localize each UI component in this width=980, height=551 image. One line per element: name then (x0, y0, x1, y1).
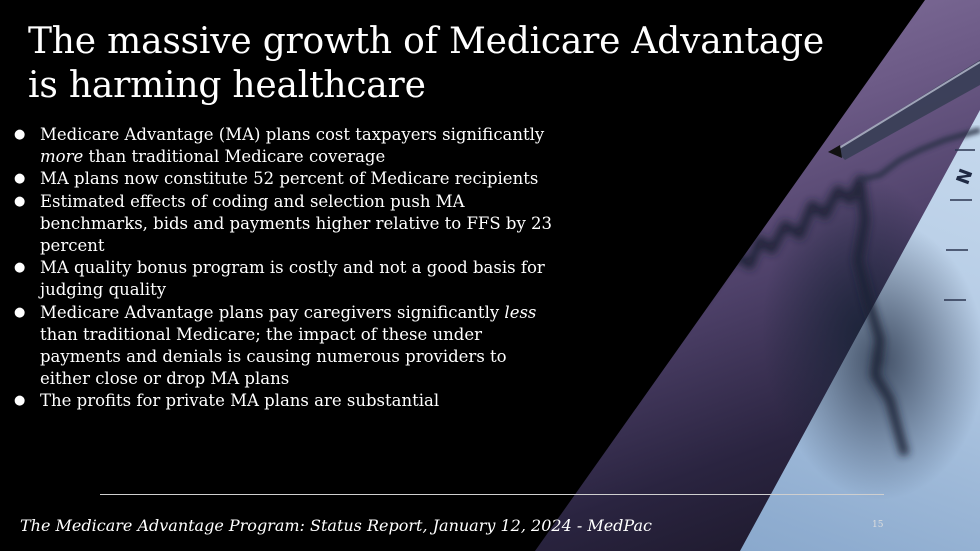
bullet-item: ● Estimated effects of coding and selecti… (12, 191, 560, 258)
bullet-item: ● MA quality bonus program is costly and … (12, 257, 560, 301)
bullet-item: ● Medicare Advantage plans pay caregivers… (12, 302, 560, 391)
bullet-item: ● The profits for private MA plans are su… (12, 390, 560, 412)
bullet-item: ● MA plans now constitute 52 percent of M… (12, 168, 560, 190)
bullet-text: than traditional Medicare; the impact of… (40, 324, 507, 389)
bullet-text: Medicare Advantage plans pay caregivers … (40, 302, 505, 322)
bullet-text: MA quality bonus program is costly and n… (40, 258, 545, 300)
page-number: 15 (872, 520, 884, 530)
bullet-text: than traditional Medicare coverage (83, 147, 386, 167)
footer-divider (100, 494, 884, 495)
bullet-text: MA plans now constitute 52 percent of Me… (40, 169, 539, 189)
slide-title: The massive growth of Medicare Advantage… (28, 21, 824, 106)
bullet-text: Medicare Advantage (MA) plans cost taxpa… (40, 125, 545, 144)
bullet-text: The profits for private MA plans are sub… (40, 391, 440, 411)
bullet-dot-icon: ● (14, 127, 26, 142)
bullet-dot-icon: ● (14, 304, 26, 320)
bullet-emphasis: less (504, 302, 537, 322)
bullet-dot-icon: ● (14, 171, 26, 187)
bullet-text: Estimated effects of coding and selectio… (40, 191, 553, 256)
bullet-emphasis: more (40, 147, 84, 167)
bullet-dot-icon: ● (14, 260, 26, 276)
bullet-item: ● Medicare Advantage (MA) plans cost taxp… (12, 124, 560, 168)
bullet-list: ● Medicare Advantage (MA) plans cost taxp… (12, 124, 560, 413)
bullet-dot-icon: ● (14, 193, 26, 209)
bullet-dot-icon: ● (14, 393, 26, 409)
chart-axis-label: N (953, 166, 978, 187)
footer-citation: The Medicare Advantage Program: Status R… (20, 516, 652, 535)
